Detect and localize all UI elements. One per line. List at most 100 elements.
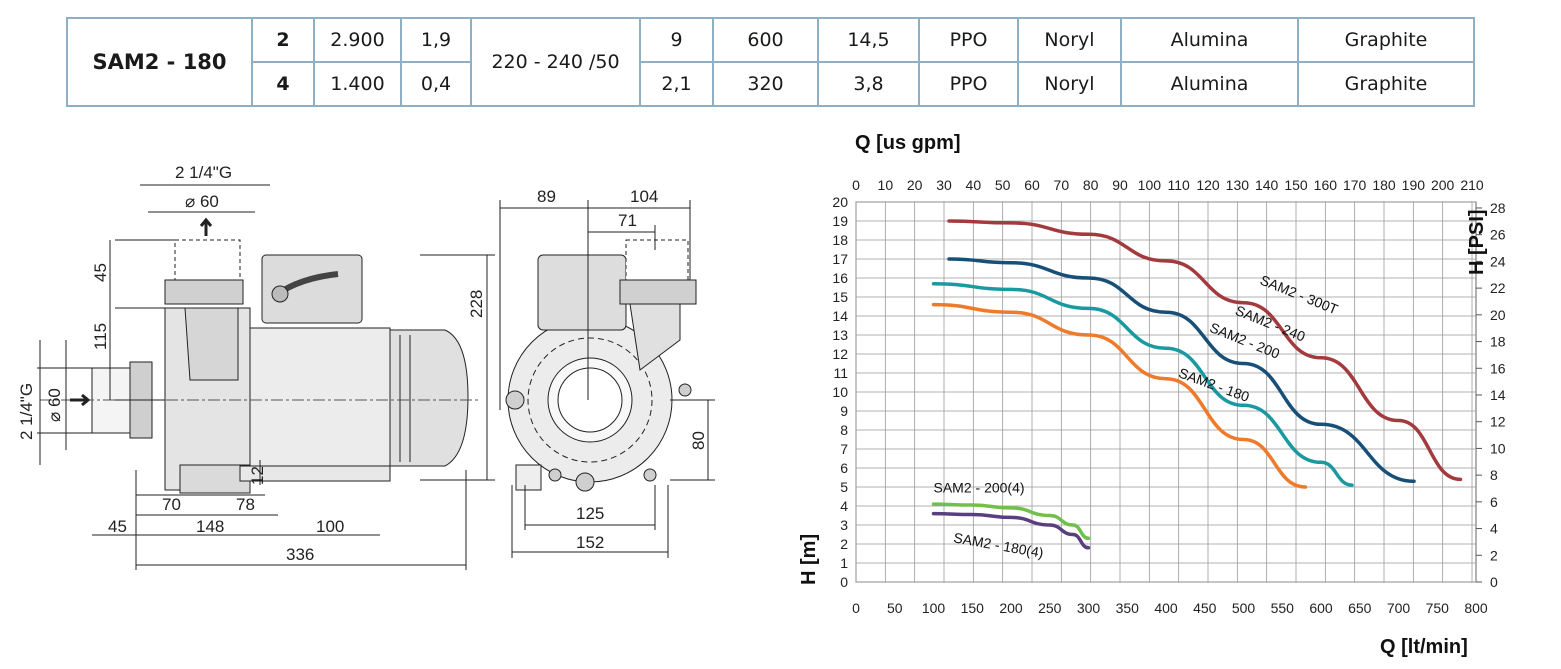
dim-148: 148: [196, 517, 224, 536]
x-tick-label: 50: [887, 600, 903, 616]
table-cell: PPO: [918, 61, 1019, 107]
dimension-drawing: 2 1/4"G ⌀ 60 45 115 2 1/4"G ⌀ 60 70 78 1…: [17, 163, 715, 570]
table-row: SAM2 - 180 2 2.900 1,9 220 - 240 /50 9 6…: [66, 17, 1475, 107]
x-tick-label: 650: [1348, 600, 1372, 616]
y-tick-label: 2: [840, 536, 848, 552]
series-line: [931, 502, 1091, 541]
gpm-tick-label: 120: [1196, 177, 1220, 193]
table-cell: Alumina: [1120, 17, 1299, 63]
psi-tick-label: 6: [1490, 494, 1498, 510]
x-tick-label: 100: [922, 600, 946, 616]
psi-tick-label: 4: [1490, 521, 1498, 537]
psi-tick-label: 22: [1490, 280, 1506, 296]
psi-tick-label: 12: [1490, 414, 1506, 430]
x-tick-label: 0: [852, 600, 860, 616]
x-tick-label: 800: [1464, 600, 1488, 616]
table-row: 4 1.400 0,4 2,1 320 3,8 PPO Noryl Alumin…: [67, 61, 1475, 107]
dim-70: 70: [162, 495, 181, 514]
gpm-tick-label: 160: [1314, 177, 1338, 193]
voltage-cell: 220 - 240 /50: [470, 17, 641, 107]
x-tick-label: 400: [1154, 600, 1178, 616]
y-tick-label: 15: [832, 289, 848, 305]
gpm-tick-label: 0: [852, 177, 860, 193]
y-tick-label: 4: [840, 498, 848, 514]
series-line: [947, 257, 1416, 484]
table-cell: Noryl: [1017, 61, 1122, 107]
psi-tick-label: 18: [1490, 334, 1506, 350]
dim-104: 104: [630, 187, 658, 206]
dim-inlet-thread-top: 2 1/4"G: [175, 163, 232, 182]
psi-tick-label: 14: [1490, 387, 1506, 403]
dim-152: 152: [576, 533, 604, 552]
dim-100: 100: [316, 517, 344, 536]
gpm-tick-label: 140: [1255, 177, 1279, 193]
psi-tick-label: 26: [1490, 227, 1506, 243]
poles-value: 4: [251, 61, 315, 107]
y-tick-label: 19: [832, 213, 848, 229]
motor-body: [244, 327, 391, 467]
gpm-tick-label: 70: [1054, 177, 1070, 193]
x-axis-title: Q [lt/min]: [1380, 636, 1468, 658]
y-tick-label: 11: [833, 365, 848, 381]
x-tick-label: 350: [1116, 600, 1140, 616]
dim-inlet-thread-side: 2 1/4"G: [17, 383, 36, 440]
psi-tick-label: 2: [1490, 547, 1498, 563]
x-tick-label: 450: [1193, 600, 1217, 616]
psi-tick-label: 24: [1490, 253, 1506, 269]
chart-grid: [855, 201, 1482, 583]
gpm-tick-label: 180: [1372, 177, 1396, 193]
x-tick-label: 200: [999, 600, 1023, 616]
dim-125: 125: [576, 504, 604, 523]
motor-endcap: [389, 329, 469, 467]
y-tick-label: 14: [832, 308, 848, 324]
dim-89: 89: [537, 187, 556, 206]
gpm-tick-label: 190: [1402, 177, 1426, 193]
table-cell: 2,1: [639, 61, 714, 107]
gpm-tick-label: 80: [1083, 177, 1099, 193]
psi-tick-label: 20: [1490, 307, 1506, 323]
dim-45b: 45: [108, 517, 127, 536]
y-axis-title-right: H [PSI]: [1466, 209, 1488, 275]
gpm-tick-label: 50: [995, 177, 1011, 193]
dim-12: 12: [248, 466, 267, 485]
y-tick-label: 5: [840, 479, 848, 495]
table-cell: 1,9: [400, 17, 472, 63]
y-axis-title-left: H [m]: [798, 534, 820, 585]
series-line: [931, 511, 1091, 550]
y-tick-label: 18: [832, 232, 848, 248]
gpm-tick-label: 10: [878, 177, 894, 193]
dim-78: 78: [236, 495, 255, 514]
table-cell: 600: [712, 17, 819, 63]
x-tick-label: 750: [1426, 600, 1450, 616]
y-tick-label: 13: [832, 327, 848, 343]
dim-45: 45: [91, 263, 110, 282]
dim-dia-top: ⌀ 60: [185, 192, 219, 211]
dim-115: 115: [91, 323, 110, 350]
series-label: SAM2 - 180: [1177, 365, 1252, 405]
x-tick-label: 150: [961, 600, 985, 616]
poles-value: 2: [251, 17, 315, 63]
gpm-tick-label: 100: [1138, 177, 1162, 193]
table-cell: 1.400: [313, 61, 402, 107]
dim-228: 228: [467, 290, 486, 318]
series-label: SAM2 - 180(4): [952, 529, 1044, 561]
series-label: SAM2 - 300T: [1258, 272, 1341, 318]
x-tick-label: 250: [1038, 600, 1062, 616]
psi-tick-label: 16: [1490, 360, 1506, 376]
y-tick-label: 8: [840, 422, 848, 438]
psi-tick-label: 8: [1490, 467, 1498, 483]
x-tick-label: 550: [1271, 600, 1295, 616]
model-name: SAM2 - 180: [66, 17, 253, 107]
spec-table: SAM2 - 180 2 2.900 1,9 220 - 240 /50 9 6…: [66, 17, 1475, 107]
table-cell: Graphite: [1297, 61, 1475, 107]
series-label: SAM2 - 200(4): [934, 480, 1025, 496]
table-cell: PPO: [918, 17, 1019, 63]
psi-tick-label: 10: [1490, 440, 1506, 456]
table-cell: Alumina: [1120, 61, 1299, 107]
table-cell: 3,8: [817, 61, 920, 107]
dim-336: 336: [286, 545, 314, 564]
table-cell: Noryl: [1017, 17, 1122, 63]
series-line: [931, 281, 1354, 487]
gpm-tick-label: 40: [966, 177, 982, 193]
y-tick-label: 9: [840, 403, 848, 419]
